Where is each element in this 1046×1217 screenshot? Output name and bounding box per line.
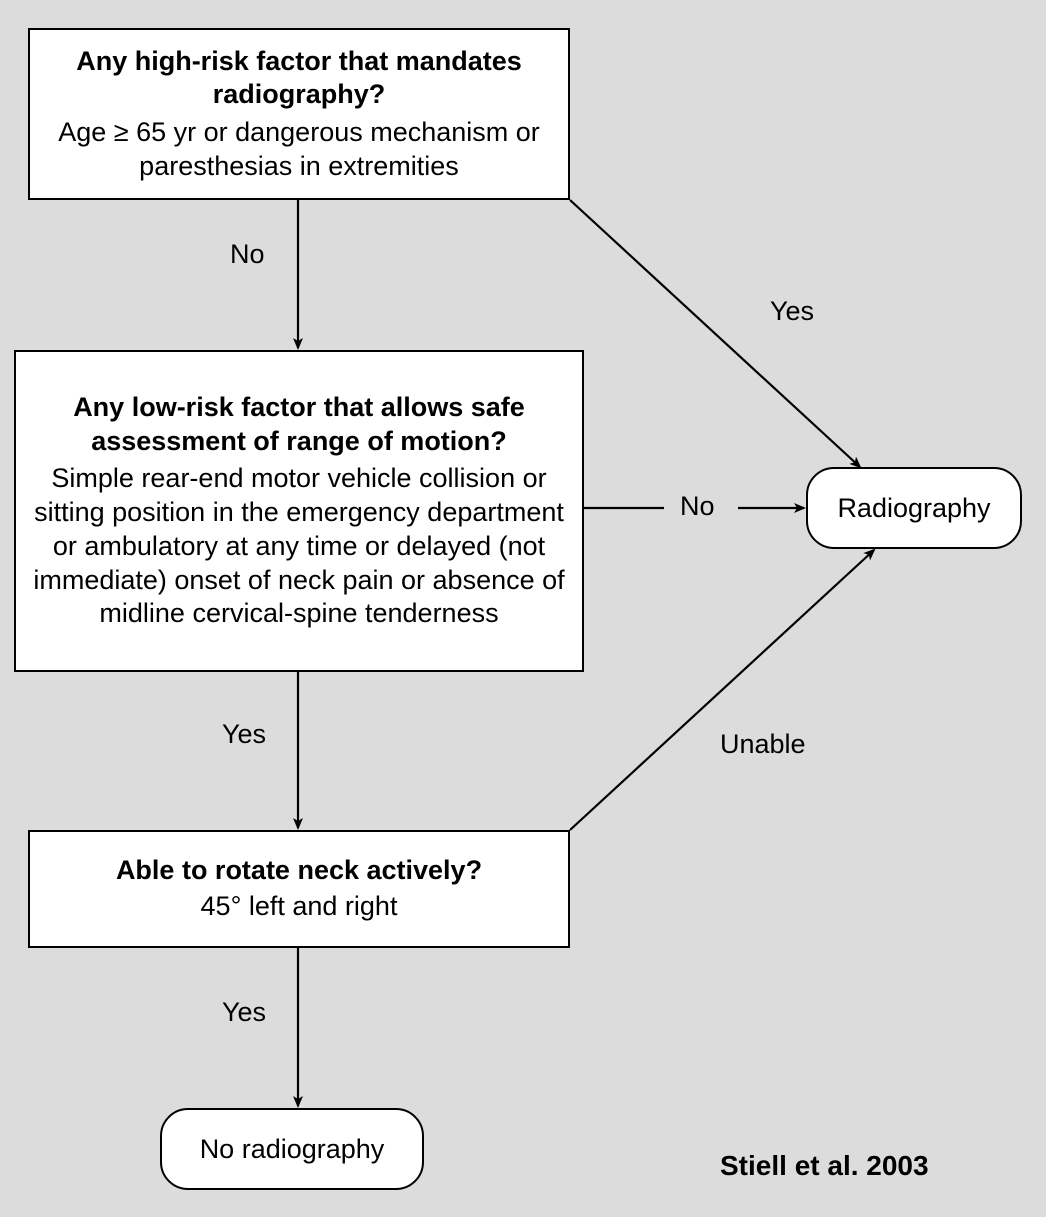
decision-box-rotate-neck-title: Able to rotate neck actively?: [44, 854, 554, 888]
decision-box-low-risk: Any low-risk factor that allows safe ass…: [14, 350, 584, 672]
outcome-radiography: Radiography: [806, 467, 1022, 549]
decision-box-rotate-neck-subtitle: 45° left and right: [44, 890, 554, 924]
outcome-no-radiography: No radiography: [160, 1108, 424, 1190]
outcome-no-radiography-label: No radiography: [200, 1134, 385, 1165]
decision-box-low-risk-subtitle: Simple rear-end motor vehicle collision …: [30, 462, 568, 631]
decision-box-low-risk-title: Any low-risk factor that allows safe ass…: [30, 391, 568, 459]
edge-label-no-1: No: [230, 239, 265, 270]
edge-label-no-2: No: [680, 491, 715, 522]
edge-label-unable: Unable: [720, 729, 806, 760]
edge-label-yes-2: Yes: [222, 719, 266, 750]
citation-text: Stiell et al. 2003: [720, 1150, 929, 1182]
decision-box-high-risk: Any high-risk factor that mandates radio…: [28, 28, 570, 200]
edge-label-yes-3: Yes: [222, 997, 266, 1028]
edge-label-yes-1: Yes: [770, 296, 814, 327]
outcome-radiography-label: Radiography: [837, 493, 990, 524]
decision-box-high-risk-title: Any high-risk factor that mandates radio…: [44, 45, 554, 113]
decision-box-rotate-neck: Able to rotate neck actively? 45° left a…: [28, 830, 570, 948]
decision-box-high-risk-subtitle: Age ≥ 65 yr or dangerous mechanism or pa…: [44, 116, 554, 184]
